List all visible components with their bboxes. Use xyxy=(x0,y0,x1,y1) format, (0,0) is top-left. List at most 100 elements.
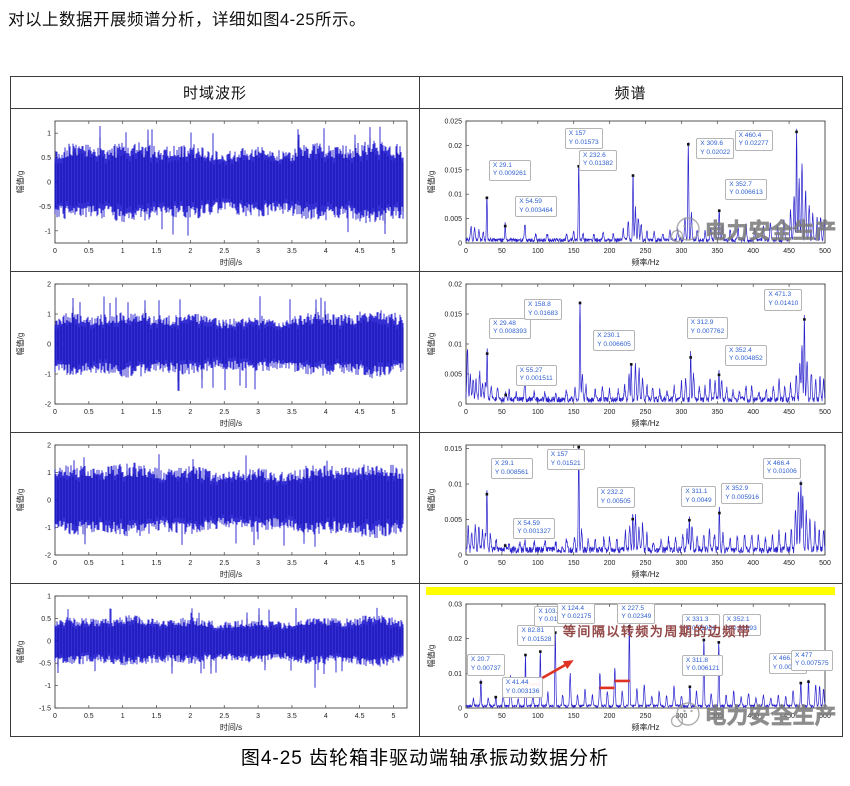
data-tip: X 471.3 Y 0.01410 xyxy=(764,289,803,311)
data-tip: X 352.1 Y 0.01893 xyxy=(722,614,761,636)
svg-text:1.5: 1.5 xyxy=(152,560,162,567)
svg-text:0.015: 0.015 xyxy=(444,312,462,319)
data-point-marker xyxy=(503,544,507,547)
data-tip: X 352.9 Y 0.005916 xyxy=(721,483,763,505)
svg-text:0: 0 xyxy=(47,638,51,645)
row3-spectrum-chart: 0 50 100 150 200 250 300 350 400 450 500 0 0.005 0.01… xyxy=(420,433,841,583)
svg-text:50: 50 xyxy=(498,409,506,416)
figure-table: 时域波形 频谱 0 0.5 1 1.5 2 2.5 3 3.5 4 4.5 5 -1 -0.5 0 0.5 1… xyxy=(10,76,843,737)
data-point-marker xyxy=(717,641,721,644)
data-point-marker xyxy=(807,680,810,684)
svg-text:0.005: 0.005 xyxy=(444,216,462,223)
x-axis-label: 频率/Hz xyxy=(632,722,660,732)
data-tip: X 29.48 Y 0.008393 xyxy=(489,317,531,339)
svg-text:1.5: 1.5 xyxy=(152,409,162,416)
svg-text:0: 0 xyxy=(47,342,51,349)
data-point-marker xyxy=(799,482,803,485)
svg-text:100: 100 xyxy=(532,248,544,255)
svg-text:1.5: 1.5 xyxy=(152,248,162,255)
waveform-plot: 0 0.5 1 1.5 2 2.5 3 3.5 4 4.5 5 -2 -1 0 1 2 时间/s 幅值/g xyxy=(15,443,408,579)
svg-text:0: 0 xyxy=(464,560,468,567)
svg-text:1.5: 1.5 xyxy=(152,713,162,720)
svg-text:0.5: 0.5 xyxy=(84,248,94,255)
row3-time-cell: 0 0.5 1 1.5 2 2.5 3 3.5 4 4.5 5 -2 -1 0 1 2 时间/s 幅值/g xyxy=(11,433,420,583)
svg-text:-2: -2 xyxy=(45,553,51,560)
y-axis-label: 幅值/g xyxy=(426,333,436,356)
svg-text:200: 200 xyxy=(604,713,616,720)
row4-time-waveform-chart: 0 0.5 1 1.5 2 2.5 3 3.5 4 4.5 5 -1.5 -1 -0.5 0 0.5 1 时间/s… xyxy=(11,584,419,736)
data-point-marker xyxy=(539,650,542,653)
row1-time-cell: 0 0.5 1 1.5 2 2.5 3 3.5 4 4.5 5 -1 -0.5 0 0.5 1 时间/s 幅值/g xyxy=(11,109,420,271)
svg-text:-1: -1 xyxy=(45,372,51,379)
svg-text:350: 350 xyxy=(711,560,723,567)
data-tip: X 352.7 Y 0.006613 xyxy=(725,178,767,200)
svg-text:200: 200 xyxy=(604,409,616,416)
svg-text:0.015: 0.015 xyxy=(444,446,462,453)
svg-text:500: 500 xyxy=(819,248,831,255)
waveform-plot: 0 0.5 1 1.5 2 2.5 3 3.5 4 4.5 5 -1 -0.5 0 0.5 1 时间/s 幅值/g xyxy=(15,120,408,267)
svg-text:350: 350 xyxy=(711,248,723,255)
svg-text:-1: -1 xyxy=(45,228,51,235)
svg-text:1: 1 xyxy=(47,312,51,319)
svg-text:2.5: 2.5 xyxy=(219,248,229,255)
y-axis-label: 幅值/g xyxy=(15,171,25,194)
svg-text:5: 5 xyxy=(392,409,396,416)
svg-text:400: 400 xyxy=(747,713,759,720)
svg-text:100: 100 xyxy=(532,560,544,567)
svg-text:0.01: 0.01 xyxy=(448,342,462,349)
svg-text:0.01: 0.01 xyxy=(448,192,462,199)
svg-text:0.005: 0.005 xyxy=(444,372,462,379)
svg-text:200: 200 xyxy=(604,560,616,567)
svg-text:2.5: 2.5 xyxy=(219,409,229,416)
data-tip: X 331.3 Y 0.01961 xyxy=(681,614,720,636)
svg-text:0.015: 0.015 xyxy=(444,167,462,174)
svg-text:0: 0 xyxy=(53,713,57,720)
waveform-plot: 0 0.5 1 1.5 2 2.5 3 3.5 4 4.5 5 -1.5 -1 -0.5 0 0.5 1 时间/s… xyxy=(15,594,408,732)
data-tip: X 41.44 Y 0.003136 xyxy=(501,677,544,699)
svg-text:2: 2 xyxy=(188,713,192,720)
data-tip: X 29.1 Y 0.009261 xyxy=(488,159,531,181)
data-point-marker xyxy=(578,301,582,305)
x-axis-label: 时间/s xyxy=(220,418,242,428)
svg-text:450: 450 xyxy=(783,560,795,567)
intro-text: 对以上数据开展频谱分析，详细如图4-25所示。 xyxy=(8,11,367,29)
header-label-spectrum: 频谱 xyxy=(614,85,647,102)
svg-text:0.01: 0.01 xyxy=(448,482,462,489)
data-point-marker xyxy=(554,631,557,634)
svg-text:3: 3 xyxy=(256,248,260,255)
y-axis-label: 幅值/g xyxy=(15,333,25,356)
row2-spectrum-cell: 0 50 100 150 200 250 300 350 400 450 500 0 0.005 0.01… xyxy=(420,272,841,432)
svg-text:50: 50 xyxy=(498,560,506,567)
svg-text:3.5: 3.5 xyxy=(287,560,297,567)
table-row-1: 0 0.5 1 1.5 2 2.5 3 3.5 4 4.5 5 -1 -0.5 0 0.5 1 时间/s 幅值/g… xyxy=(11,108,842,271)
svg-text:3: 3 xyxy=(256,713,260,720)
data-point-marker xyxy=(686,143,690,146)
svg-text:150: 150 xyxy=(568,713,580,720)
svg-text:300: 300 xyxy=(676,560,688,567)
svg-text:0.01: 0.01 xyxy=(448,671,462,678)
data-tip: X 232.2 Y 0.00505 xyxy=(596,487,635,509)
svg-text:400: 400 xyxy=(747,409,759,416)
svg-text:0: 0 xyxy=(458,241,462,248)
svg-text:0.02: 0.02 xyxy=(448,143,462,150)
row2-spectrum-chart: 0 50 100 150 200 250 300 350 400 450 500 0 0.005 0.01… xyxy=(420,272,841,432)
svg-text:0.5: 0.5 xyxy=(41,616,51,623)
svg-text:300: 300 xyxy=(676,713,688,720)
svg-text:500: 500 xyxy=(819,713,831,720)
svg-text:0.5: 0.5 xyxy=(84,560,94,567)
svg-text:0.03: 0.03 xyxy=(448,602,462,609)
data-tip: X 54.59 Y 0.003464 xyxy=(515,196,557,218)
data-point-marker xyxy=(577,445,581,449)
svg-text:4: 4 xyxy=(324,713,328,720)
x-axis-label: 时间/s xyxy=(220,569,242,579)
data-point-marker xyxy=(524,653,527,657)
x-axis-label: 频率/Hz xyxy=(632,257,660,267)
svg-text:3: 3 xyxy=(256,409,260,416)
svg-text:150: 150 xyxy=(568,248,580,255)
svg-text:0: 0 xyxy=(458,553,462,560)
yellow-highlight-bar xyxy=(426,587,835,595)
data-point-marker xyxy=(479,681,483,684)
row3-time-waveform-chart: 0 0.5 1 1.5 2 2.5 3 3.5 4 4.5 5 -2 -1 0 1 2 时间/s 幅值/g xyxy=(11,433,419,583)
svg-text:50: 50 xyxy=(498,248,506,255)
svg-text:450: 450 xyxy=(783,248,795,255)
